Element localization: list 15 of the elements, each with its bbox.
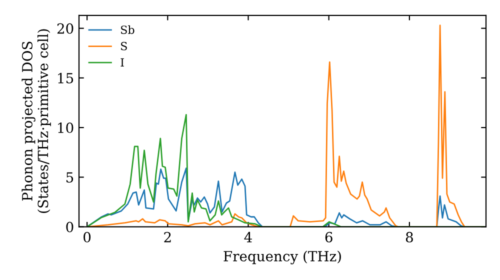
y-axis-title: Phonon projected DOS (States/THz·primitive cell) <box>22 29 51 213</box>
y-tick-label: 0 <box>66 222 74 232</box>
y-tick-label: 10 <box>58 122 74 134</box>
x-axis-title: Frequency (THz) <box>224 250 341 264</box>
y-tick-label: 15 <box>58 72 74 84</box>
legend-label: I <box>120 58 124 66</box>
legend-label: S <box>121 42 127 50</box>
y-tick-label: 20 <box>57 23 74 34</box>
x-tick-label: 4 <box>244 232 252 242</box>
x-tick-label: 0 <box>84 232 91 242</box>
x-tick-label: 2 <box>164 232 171 242</box>
legend-label: Sb <box>121 25 134 34</box>
y-tick-label: 5 <box>66 172 74 183</box>
x-tick-label: 6 <box>325 232 332 242</box>
x-tick-label: 8 <box>406 232 413 242</box>
